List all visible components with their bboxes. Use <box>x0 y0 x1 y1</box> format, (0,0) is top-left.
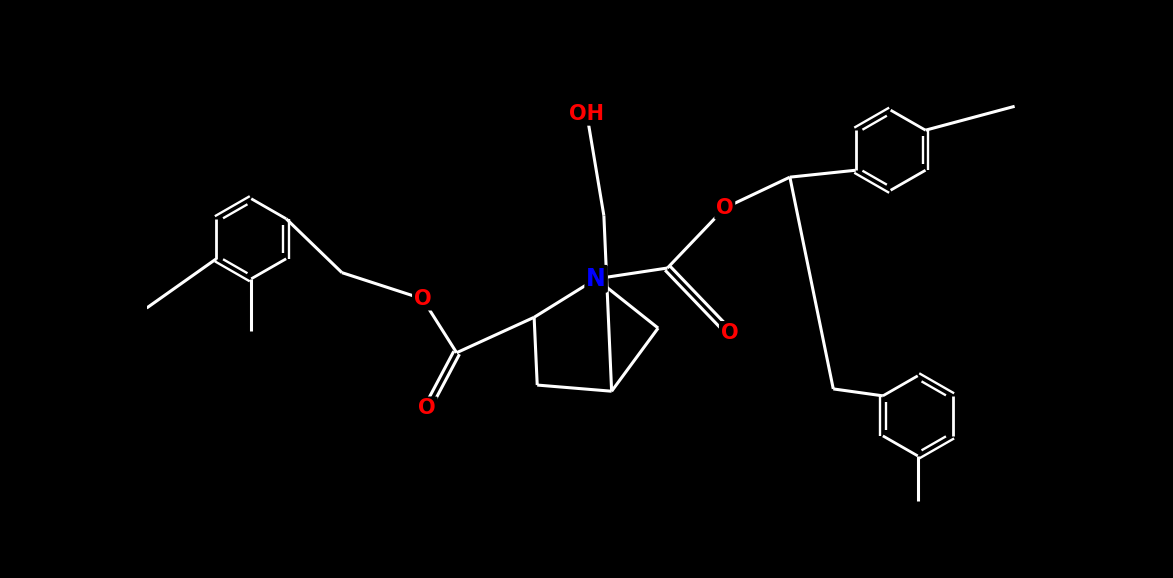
Text: O: O <box>720 323 738 343</box>
Text: O: O <box>414 289 432 309</box>
Text: O: O <box>716 198 733 218</box>
Text: N: N <box>586 267 606 291</box>
Text: OH: OH <box>569 104 604 124</box>
Text: O: O <box>419 398 436 418</box>
